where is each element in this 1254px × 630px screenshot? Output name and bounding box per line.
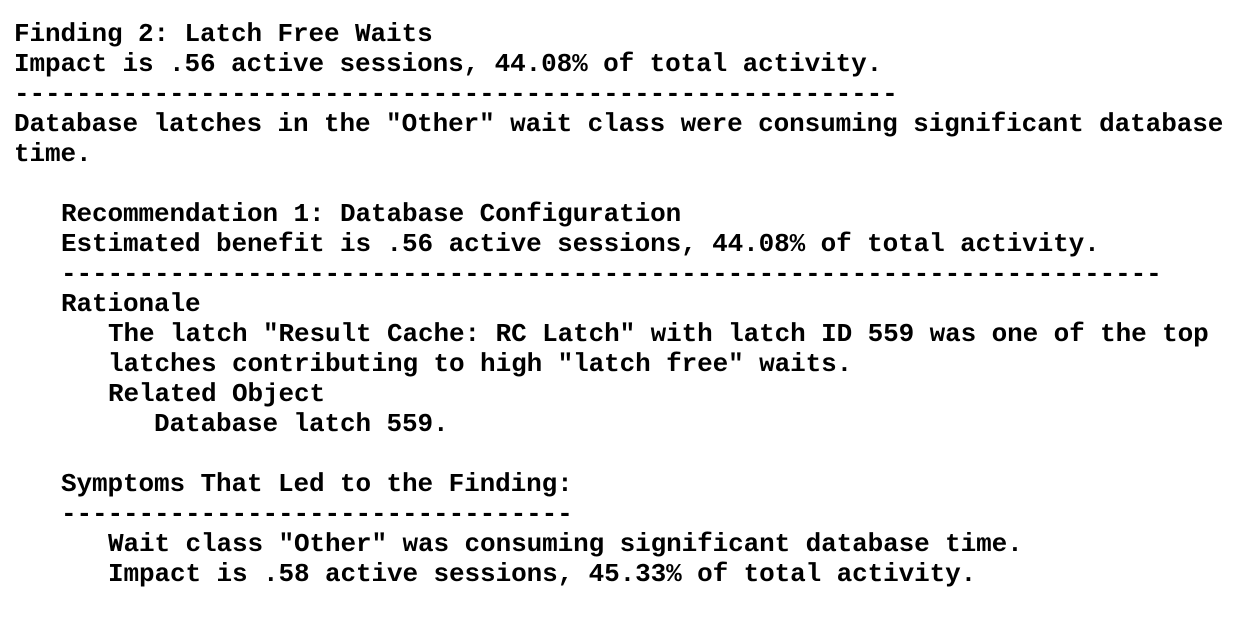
addm-report: Finding 2: Latch Free Waits Impact is .5… [14, 19, 1223, 589]
finding-divider: ----------------------------------------… [14, 79, 898, 109]
symptoms-heading: Symptoms That Led to the Finding: [61, 469, 573, 499]
finding-description-line-2: time. [14, 139, 92, 169]
recommendation-title: Recommendation 1: Database Configuration [61, 199, 682, 229]
symptoms-divider: --------------------------------- [61, 499, 573, 529]
finding-description-line-1: Database latches in the "Other" wait cla… [14, 109, 1224, 139]
rationale-line-2: latches contributing to high "latch free… [108, 349, 853, 379]
blank-line [14, 169, 1223, 199]
rationale-heading: Rationale [61, 289, 201, 319]
related-object-heading: Related Object [108, 379, 326, 409]
symptom-line-2: Impact is .58 active sessions, 45.33% of… [108, 559, 977, 589]
related-object-value: Database latch 559. [154, 409, 449, 439]
blank-line [14, 439, 1223, 469]
rationale-line-1: The latch "Result Cache: RC Latch" with … [108, 319, 1209, 349]
finding-title: Finding 2: Latch Free Waits [14, 19, 433, 49]
symptom-line-1: Wait class "Other" was consuming signifi… [108, 529, 1023, 559]
recommendation-benefit: Estimated benefit is .56 active sessions… [61, 229, 1100, 259]
finding-impact: Impact is .56 active sessions, 44.08% of… [14, 49, 883, 79]
recommendation-divider: ----------------------------------------… [61, 259, 1162, 289]
